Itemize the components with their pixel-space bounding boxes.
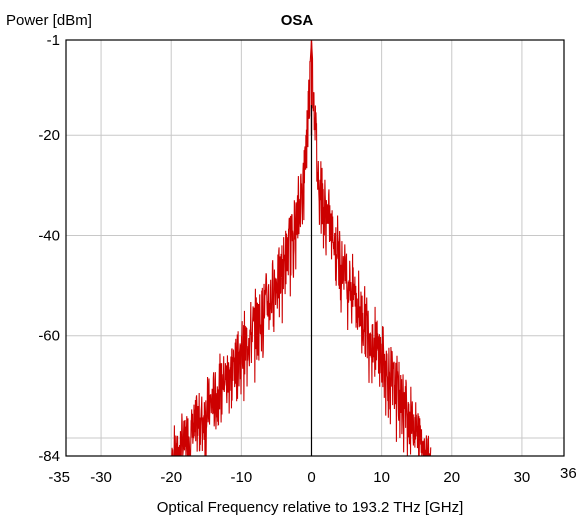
y-tick-label-4: -84	[38, 448, 60, 465]
x-tick-label-7: 30	[514, 469, 531, 486]
x-tick-label-4: 0	[307, 469, 315, 486]
x-tick-label-2: -20	[160, 469, 182, 486]
chart-title: OSA	[281, 12, 314, 29]
x-axis-label: Optical Frequency relative to 193.2 THz …	[157, 499, 464, 516]
y-tick-label-2: -40	[38, 227, 60, 244]
x-tick-label-0: -35	[48, 469, 70, 486]
y-axis-label: Power [dBm]	[6, 12, 92, 29]
grid	[66, 40, 564, 456]
x-tick-labels: -35 -30 -20 -10 0 10 20 30 36	[48, 465, 576, 486]
y-tick-label-1: -20	[38, 127, 60, 144]
x-tick-label-5: 10	[373, 469, 390, 486]
y-tick-labels: -1 -20 -40 -60 -84	[38, 32, 60, 465]
x-tick-label-3: -10	[231, 469, 253, 486]
plot-border	[65, 39, 565, 457]
x-tick-label-6: 20	[443, 469, 460, 486]
y-tick-label-0: -1	[47, 32, 60, 49]
x-tick-label-8: 36	[560, 465, 577, 482]
x-tick-label-1: -30	[90, 469, 112, 486]
y-tick-label-3: -60	[38, 328, 60, 345]
spectrum-line	[171, 41, 432, 457]
plot-area	[66, 40, 564, 456]
